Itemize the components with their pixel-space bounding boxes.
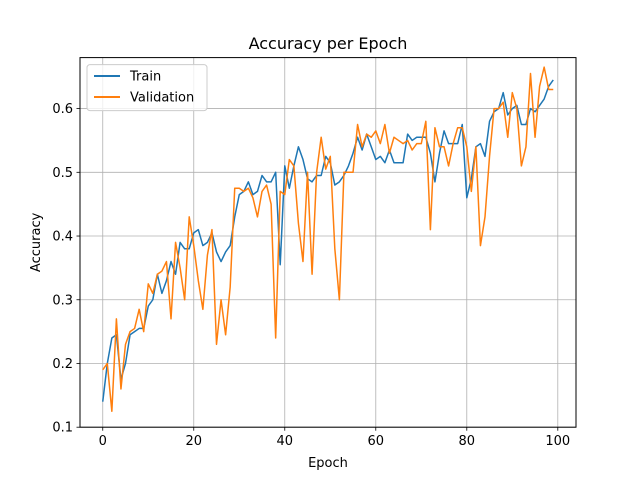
y-tick-label: 0.5 <box>52 166 73 181</box>
x-tick-label: 60 <box>368 434 385 449</box>
y-tick-label: 0.4 <box>52 230 73 245</box>
legend: Train Validation <box>86 64 208 112</box>
y-axis-label: Accuracy <box>29 212 44 272</box>
series-lines <box>102 66 554 413</box>
y-tick-label: 0.1 <box>52 421 73 436</box>
series-line-validation <box>102 66 554 413</box>
y-tick-label: 0.3 <box>52 293 73 308</box>
plot-frame <box>79 57 577 428</box>
x-tick-label: 40 <box>276 434 293 449</box>
axis-ticks: 0 20 40 60 80 100 0.1 0.2 0.3 0.4 0.5 0.6 <box>52 102 570 449</box>
x-tick-label: 80 <box>459 434 476 449</box>
chart-title: Accuracy per Epoch <box>249 34 408 53</box>
x-tick-label: 0 <box>99 434 107 449</box>
x-tick-label: 100 <box>545 434 570 449</box>
x-tick-label: 20 <box>185 434 202 449</box>
legend-label-train: Train <box>129 70 161 85</box>
legend-label-validation: Validation <box>130 91 194 106</box>
y-tick-label: 0.2 <box>52 357 73 372</box>
x-axis-label: Epoch <box>308 456 348 471</box>
y-tick-label: 0.6 <box>52 102 73 117</box>
